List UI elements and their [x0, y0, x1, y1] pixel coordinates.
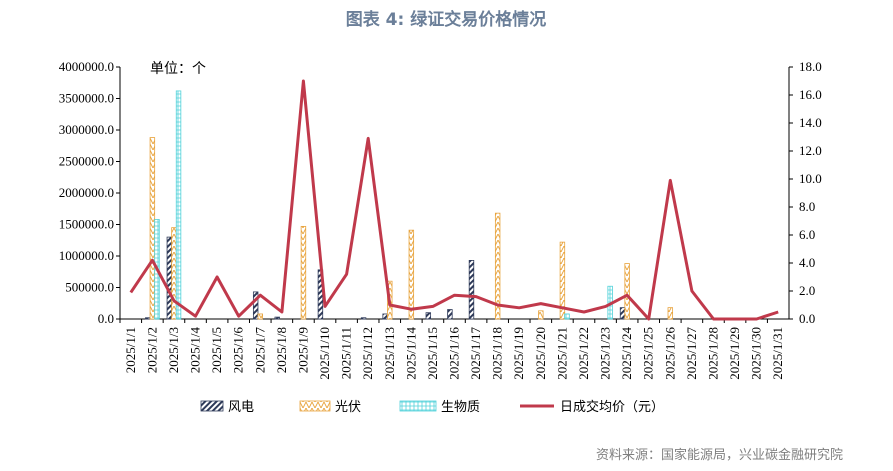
y-right-tick-label: 16.0: [799, 87, 822, 102]
bar-wind: [468, 260, 475, 320]
bar-solar: [171, 227, 177, 320]
bar-wind: [274, 316, 280, 320]
x-tick-label: 2025/1/16: [447, 327, 462, 380]
bar-solar: [257, 313, 263, 320]
x-tick-label: 2025/1/13: [382, 327, 397, 380]
unit-label: 单位：个: [150, 61, 206, 77]
bar-solar: [300, 225, 307, 320]
chart-title: 图表 4: 绿证交易价格情况: [346, 9, 546, 30]
x-tick-label: 2025/1/6: [231, 327, 246, 374]
bar-solar: [408, 229, 415, 320]
y-right-tick-label: 12.0: [799, 143, 822, 158]
source-note: 资料来源：国家能源局，兴业碳金融研究院: [596, 447, 843, 463]
y-right-tick-label: 18.0: [799, 59, 822, 74]
axes: 0.0 500000.0 1000000.0 1500000.0 2000000.0 25…: [59, 59, 822, 326]
x-tick-label: 2025/1/17: [468, 327, 483, 380]
x-tick-label: 2025/1/9: [295, 327, 310, 373]
x-tick-label: 2025/1/12: [360, 327, 375, 380]
x-tick-labels: 2025/1/1 2025/1/2 2025/1/3 2025/1/4 2025/1/5…: [123, 327, 785, 380]
x-tick-label: 2025/1/30: [749, 327, 764, 380]
x-tick-label: 2025/1/19: [511, 327, 526, 380]
y-right-tick-label: 10.0: [799, 171, 822, 186]
x-tick-label: 2025/1/21: [554, 327, 569, 380]
x-tick-label: 2025/1/28: [705, 327, 720, 380]
x-tick-label: 2025/1/14: [403, 327, 418, 380]
x-tick-label: 2025/1/18: [490, 327, 505, 380]
bar-solar: [149, 137, 156, 320]
x-tick-label: 2025/1/1: [123, 327, 138, 373]
x-tick-label: 2025/1/25: [641, 327, 656, 380]
y-right-tick-label: 8.0: [799, 199, 815, 214]
legend-label-wind: 风电: [228, 400, 254, 415]
y-left-tick-label: 3500000.0: [59, 91, 114, 106]
y-right-tick-label: 6.0: [799, 227, 815, 242]
x-tick-label: 2025/1/15: [425, 327, 440, 380]
y-right-tick-label: 4.0: [799, 255, 815, 270]
bar-solar: [494, 212, 501, 320]
y-left-tick-label: 4000000.0: [59, 59, 114, 74]
y-left-tick-label: 2500000.0: [59, 154, 114, 169]
y-left-tick-label: 1500000.0: [59, 217, 114, 232]
x-tick-label: 2025/1/4: [188, 327, 203, 374]
x-tick-label: 2025/1/31: [770, 327, 785, 380]
legend-swatch-wind: [200, 400, 224, 412]
bar-solar: [667, 307, 674, 320]
x-tick-label: 2025/1/5: [209, 327, 224, 373]
bar-wind: [382, 313, 388, 320]
bar-wind: [145, 317, 151, 320]
x-tick-label: 2025/1/11: [339, 327, 354, 379]
x-tick-label: 2025/1/26: [662, 327, 677, 380]
x-tick-label: 2025/1/22: [576, 327, 591, 380]
y-left-tick-label: 500000.0: [65, 280, 114, 295]
bar-wind: [447, 309, 453, 320]
y-left-tick-label: 1000000.0: [59, 248, 114, 263]
x-tick-label: 2025/1/20: [533, 327, 548, 380]
price-line-path: [129, 79, 779, 321]
bar-wind: [425, 312, 432, 320]
bar-wind: [166, 236, 173, 320]
legend-label-biomass: 生物质: [441, 400, 480, 415]
x-tick-label: 2025/1/3: [166, 327, 181, 373]
bar-biomass: [564, 313, 570, 320]
bar-solar: [538, 310, 544, 320]
x-tick-label: 2025/1/24: [619, 327, 634, 380]
bar-wind: [619, 307, 626, 320]
bar-wind: [252, 291, 259, 320]
x-tick-label: 2025/1/27: [684, 327, 699, 380]
legend: 风电 光伏 生物质 日成交均价（元）: [200, 399, 664, 415]
y-left-tick-label: 0.0: [98, 311, 114, 326]
legend-label-price: 日成交均价（元）: [560, 399, 664, 415]
x-tick-label: 2025/1/29: [727, 327, 742, 380]
bar-solar: [559, 241, 566, 320]
y-right-tick-label: 0.0: [799, 311, 815, 326]
y-right-tick-label: 14.0: [799, 115, 822, 130]
bar-biomass: [175, 90, 182, 320]
legend-label-solar: 光伏: [335, 400, 361, 415]
y-right-tick-label: 2.0: [799, 283, 815, 298]
bars: [145, 90, 674, 320]
x-tick-label: 2025/1/7: [252, 327, 267, 374]
legend-swatch-solar: [299, 400, 331, 412]
legend-swatch-biomass: [399, 400, 437, 412]
y-left-tick-label: 3000000.0: [59, 122, 114, 137]
x-tick-label: 2025/1/23: [598, 327, 613, 380]
price-line: [129, 79, 779, 321]
x-tick-label: 2025/1/2: [144, 327, 159, 373]
y-left-tick-label: 2000000.0: [59, 185, 114, 200]
x-tick-label: 2025/1/8: [274, 327, 289, 373]
bar-wind: [360, 317, 367, 320]
bar-solar: [624, 263, 630, 320]
x-tick-label: 2025/1/10: [317, 327, 332, 380]
